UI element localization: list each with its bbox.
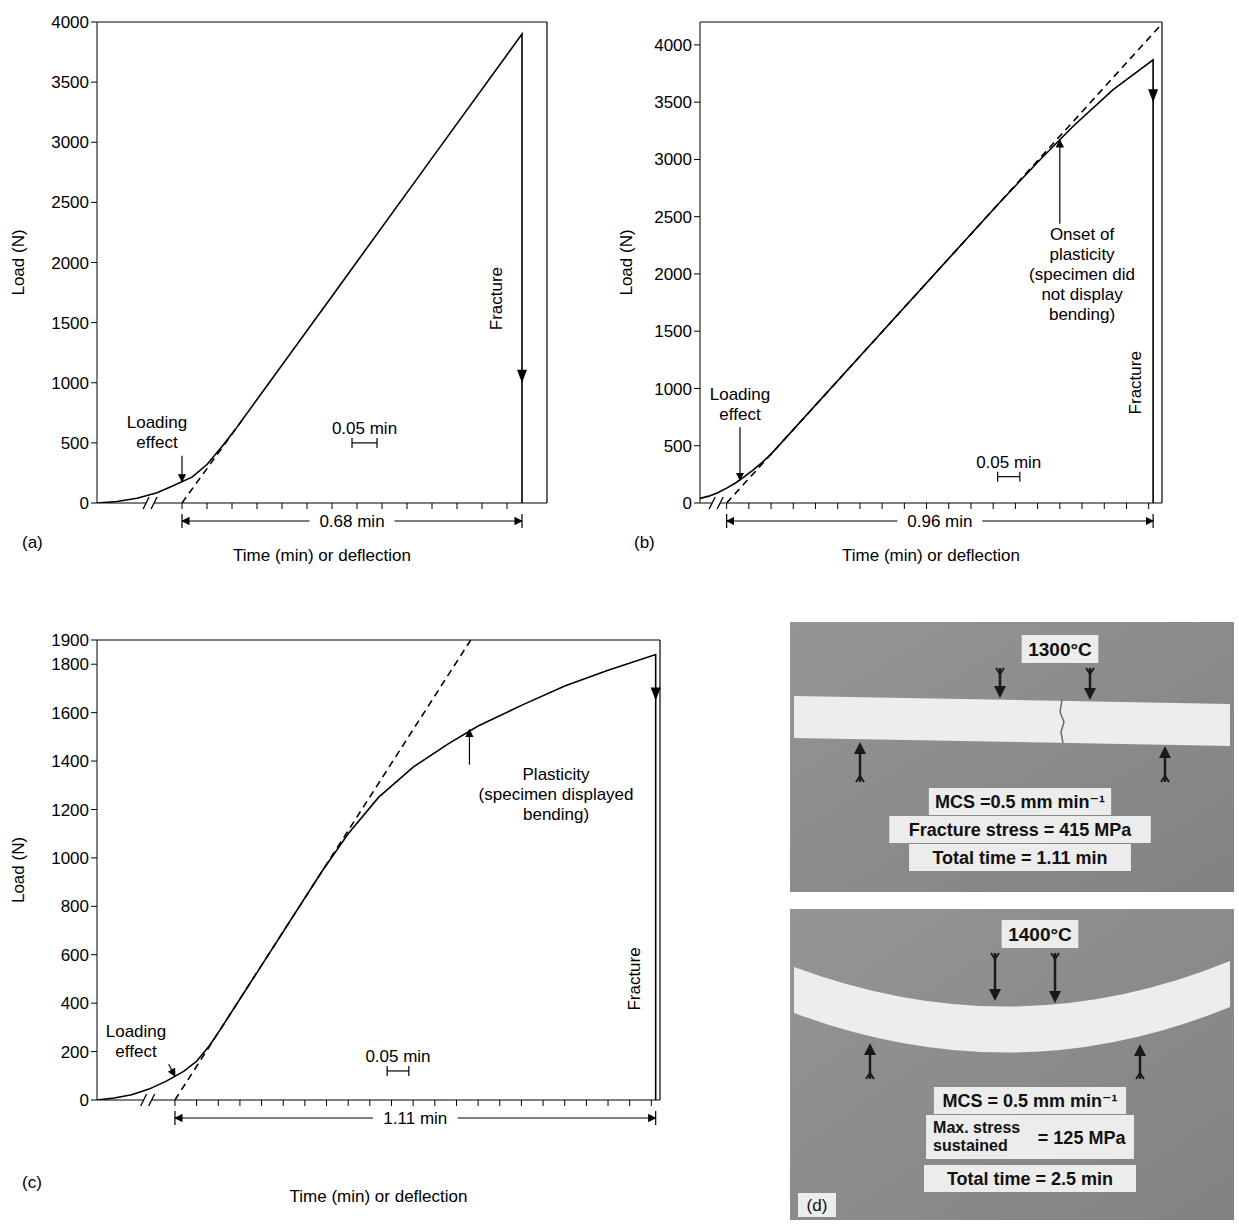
svg-text:effect: effect xyxy=(719,405,761,424)
svg-text:Load (N): Load (N) xyxy=(617,229,636,295)
svg-text:1800: 1800 xyxy=(51,655,89,674)
svg-text:Total time = 2.5 min: Total time = 2.5 min xyxy=(947,1169,1113,1189)
svg-text:0.05 min: 0.05 min xyxy=(976,453,1041,472)
svg-text:Loading: Loading xyxy=(710,385,771,404)
svg-text:1000: 1000 xyxy=(51,374,89,393)
svg-text:4000: 4000 xyxy=(654,36,692,55)
svg-text:0.96 min: 0.96 min xyxy=(907,512,972,531)
svg-text:(b): (b) xyxy=(634,533,655,552)
svg-text:1000: 1000 xyxy=(51,849,89,868)
svg-text:2500: 2500 xyxy=(654,208,692,227)
svg-text:plasticity: plasticity xyxy=(1049,245,1115,264)
svg-text:2000: 2000 xyxy=(51,254,89,273)
svg-text:500: 500 xyxy=(61,434,89,453)
svg-text:500: 500 xyxy=(664,437,692,456)
svg-text:Fracture stress = 415 MPa: Fracture stress = 415 MPa xyxy=(909,820,1133,840)
svg-text:Time (min) or deflection: Time (min) or deflection xyxy=(290,1187,468,1206)
svg-text:0.05 min: 0.05 min xyxy=(332,419,397,438)
svg-text:1600: 1600 xyxy=(51,704,89,723)
svg-text:4000: 4000 xyxy=(51,13,89,32)
svg-text:effect: effect xyxy=(136,433,178,452)
svg-text:Loading: Loading xyxy=(127,413,188,432)
svg-text:Fracture: Fracture xyxy=(1126,351,1145,414)
svg-text:1500: 1500 xyxy=(654,322,692,341)
svg-text:0: 0 xyxy=(80,494,89,513)
svg-text:(specimen displayed: (specimen displayed xyxy=(479,785,634,804)
svg-text:Fracture: Fracture xyxy=(625,947,644,1010)
svg-text:Onset of: Onset of xyxy=(1050,225,1115,244)
svg-text:Fracture: Fracture xyxy=(488,267,507,330)
svg-text:1000: 1000 xyxy=(654,380,692,399)
svg-text:Plasticity: Plasticity xyxy=(523,765,591,784)
svg-text:2500: 2500 xyxy=(51,193,89,212)
svg-text:Total time = 1.11 min: Total time = 1.11 min xyxy=(932,848,1107,868)
svg-text:1900: 1900 xyxy=(51,631,89,650)
svg-text:(d): (d) xyxy=(807,1196,828,1215)
svg-text:3000: 3000 xyxy=(51,133,89,152)
svg-text:Load (N): Load (N) xyxy=(9,837,28,903)
svg-text:effect: effect xyxy=(115,1042,157,1061)
svg-text:bending): bending) xyxy=(523,805,589,824)
svg-text:2000: 2000 xyxy=(654,265,692,284)
svg-text:(a): (a) xyxy=(22,533,43,552)
svg-text:1.11 min: 1.11 min xyxy=(383,1109,447,1128)
svg-text:MCS =0.5 mm min⁻¹: MCS =0.5 mm min⁻¹ xyxy=(935,792,1105,812)
svg-text:0: 0 xyxy=(683,494,692,513)
svg-text:600: 600 xyxy=(61,946,89,965)
svg-text:Time (min) or deflection: Time (min) or deflection xyxy=(233,546,411,565)
svg-text:800: 800 xyxy=(61,897,89,916)
svg-text:(specimen did: (specimen did xyxy=(1029,265,1135,284)
svg-text:(c): (c) xyxy=(22,1173,42,1192)
svg-text:3000: 3000 xyxy=(654,150,692,169)
svg-text:= 125 MPa: = 125 MPa xyxy=(1038,1128,1127,1148)
svg-text:3500: 3500 xyxy=(654,93,692,112)
svg-text:bending): bending) xyxy=(1049,305,1115,324)
svg-text:sustained: sustained xyxy=(933,1137,1008,1154)
svg-text:1400: 1400 xyxy=(51,752,89,771)
svg-text:1500: 1500 xyxy=(51,314,89,333)
svg-text:Load (N): Load (N) xyxy=(9,229,28,295)
svg-text:Time (min) or deflection: Time (min) or deflection xyxy=(842,546,1020,565)
svg-text:200: 200 xyxy=(61,1043,89,1062)
svg-text:not display: not display xyxy=(1041,285,1123,304)
svg-text:1300°C: 1300°C xyxy=(1028,639,1092,660)
svg-text:Loading: Loading xyxy=(106,1022,167,1041)
svg-text:Max. stress: Max. stress xyxy=(933,1119,1020,1136)
svg-text:1200: 1200 xyxy=(51,801,89,820)
svg-text:0.05 min: 0.05 min xyxy=(365,1047,430,1066)
svg-text:1400°C: 1400°C xyxy=(1008,924,1072,945)
svg-text:MCS = 0.5 mm min⁻¹: MCS = 0.5 mm min⁻¹ xyxy=(942,1091,1117,1111)
svg-text:0.68 min: 0.68 min xyxy=(319,512,384,531)
svg-text:0: 0 xyxy=(80,1091,89,1110)
svg-text:400: 400 xyxy=(61,994,89,1013)
svg-text:3500: 3500 xyxy=(51,73,89,92)
